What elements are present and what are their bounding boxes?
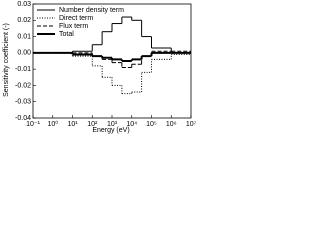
x-tick-label: 10³ <box>107 121 118 128</box>
legend-label: Number density term <box>59 7 124 14</box>
x-tick-label: 10⁰ <box>47 120 58 128</box>
x-tick-label: 10¹ <box>67 121 78 128</box>
legend-label: Flux term <box>59 23 88 30</box>
x-tick-label: 10⁷ <box>186 121 197 128</box>
x-tick-label: 10⁵ <box>146 121 157 128</box>
legend-label: Total <box>59 31 74 38</box>
x-tick-label: 10⁻¹ <box>26 121 40 128</box>
x-tick-label: 10² <box>87 121 98 128</box>
x-axis-title: Energy (eV) <box>92 127 129 134</box>
y-tick-label: 0.01 <box>17 33 31 40</box>
chart: Sensitivity coefficient (-) Energy (eV) … <box>3 1 197 134</box>
x-tick-label: 10⁶ <box>166 121 177 128</box>
y-tick-label: -0.02 <box>15 82 31 89</box>
y-tick-label: -0.01 <box>15 66 31 73</box>
y-tick-label: 0.00 <box>17 50 31 57</box>
x-tick-label: 10⁴ <box>126 121 137 128</box>
legend-label: Direct term <box>59 15 93 22</box>
y-tick-label: 0.03 <box>17 1 31 8</box>
y-tick-label: -0.04 <box>15 115 31 122</box>
y-axis-title: Sensitivity coefficient (-) <box>3 23 10 97</box>
y-tick-label: 0.02 <box>17 17 31 24</box>
y-tick-label: -0.03 <box>15 99 31 106</box>
